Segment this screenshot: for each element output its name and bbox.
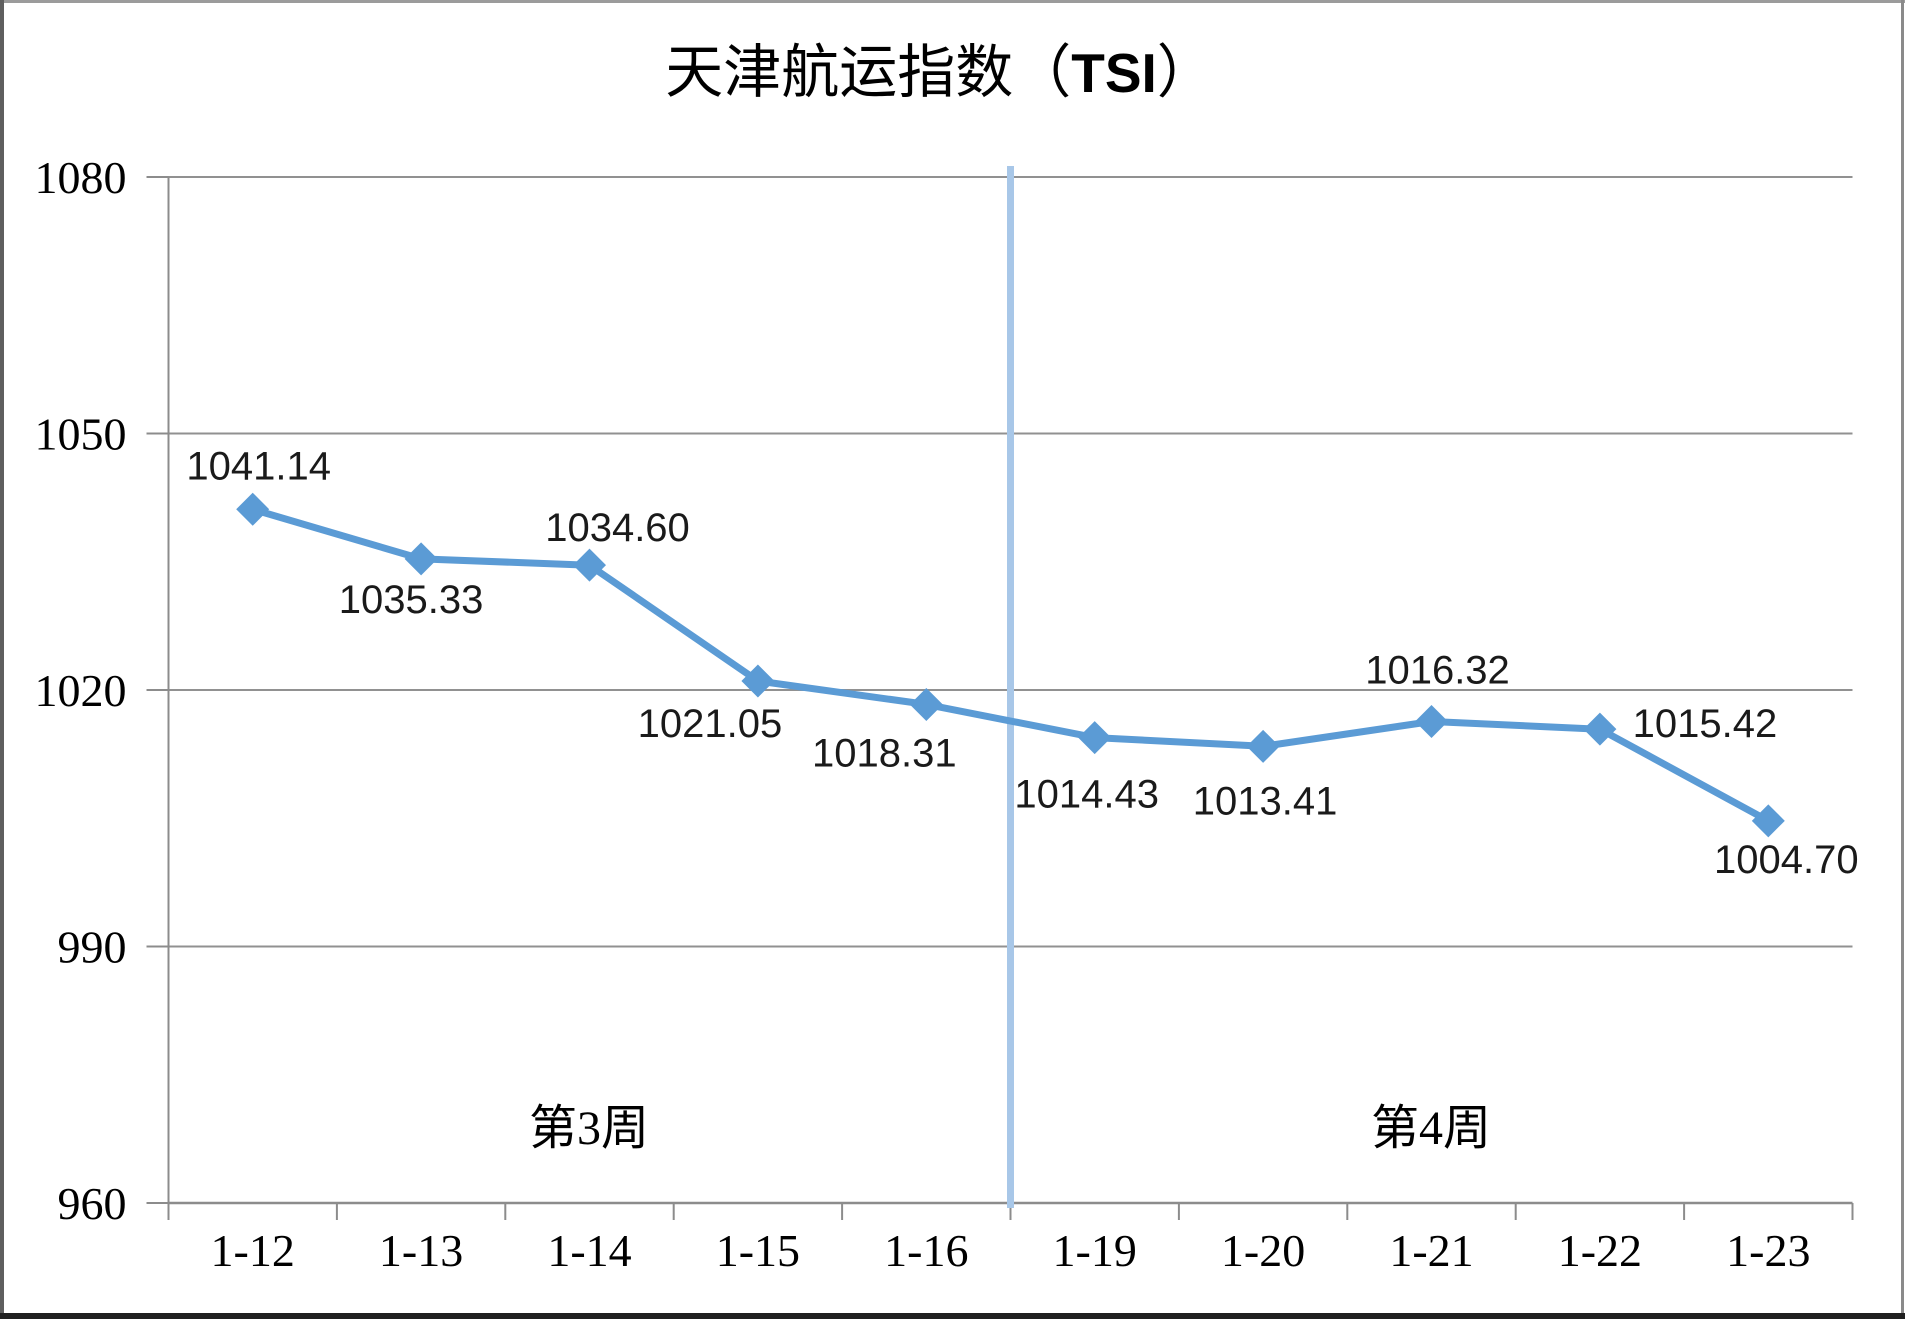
data-point-label: 1018.31 (812, 731, 957, 775)
x-tick-label: 1-21 (1389, 1225, 1473, 1276)
data-point-label: 1041.14 (186, 444, 331, 488)
data-point-label: 1004.70 (1714, 838, 1859, 882)
x-tick-label: 1-19 (1053, 1225, 1137, 1276)
plot-area: 960 990 1020 1050 1080 1-12 1-13 1-14 1-15 1-16 1-… (35, 152, 1859, 1276)
y-tick-label: 1020 (35, 665, 127, 716)
x-tick-label: 1-14 (547, 1225, 631, 1276)
chart-title: 天津航运指数（TSI） (665, 40, 1215, 105)
week4-label: 第4周 (1371, 1102, 1491, 1155)
data-point-label: 1034.60 (545, 506, 690, 550)
chart-title-tsi: TSI (1071, 42, 1157, 104)
chart-title-suffix: ） (1157, 40, 1215, 105)
data-point-marker (236, 492, 270, 526)
y-tick-label: 960 (58, 1178, 127, 1229)
data-point-marker (1246, 729, 1280, 763)
x-tick-label: 1-23 (1726, 1225, 1810, 1276)
data-point-label: 1035.33 (339, 578, 484, 622)
data-point-marker (1583, 712, 1617, 746)
week3-label: 第3周 (529, 1102, 649, 1155)
x-tick-label: 1-13 (379, 1225, 463, 1276)
x-tick-label: 1-16 (884, 1225, 968, 1276)
series-line (249, 505, 1772, 825)
data-point-label: 1013.41 (1193, 779, 1338, 823)
data-point-marker (1415, 704, 1448, 738)
data-point-marker (741, 664, 775, 698)
data-point-marker (573, 548, 606, 582)
data-point-marker (1078, 721, 1112, 755)
chart-title-prefix: 天津航运指数（ (665, 40, 1071, 105)
data-point-marker (909, 687, 943, 721)
data-point-label: 1015.42 (1633, 702, 1778, 746)
y-tick-label: 1080 (35, 152, 127, 203)
y-tick-label: 990 (58, 922, 127, 973)
x-tick-label: 1-20 (1221, 1225, 1305, 1276)
x-tick-label: 1-22 (1558, 1225, 1642, 1276)
y-tick-label: 1050 (35, 409, 127, 460)
data-point-label: 1014.43 (1014, 773, 1159, 817)
x-tick-label: 1-12 (211, 1225, 295, 1276)
data-point-marker (1751, 804, 1785, 838)
data-point-label: 1016.32 (1365, 648, 1510, 692)
data-point-label: 1021.05 (638, 702, 783, 746)
x-tick-label: 1-15 (716, 1225, 800, 1276)
data-point-marker (404, 542, 438, 576)
